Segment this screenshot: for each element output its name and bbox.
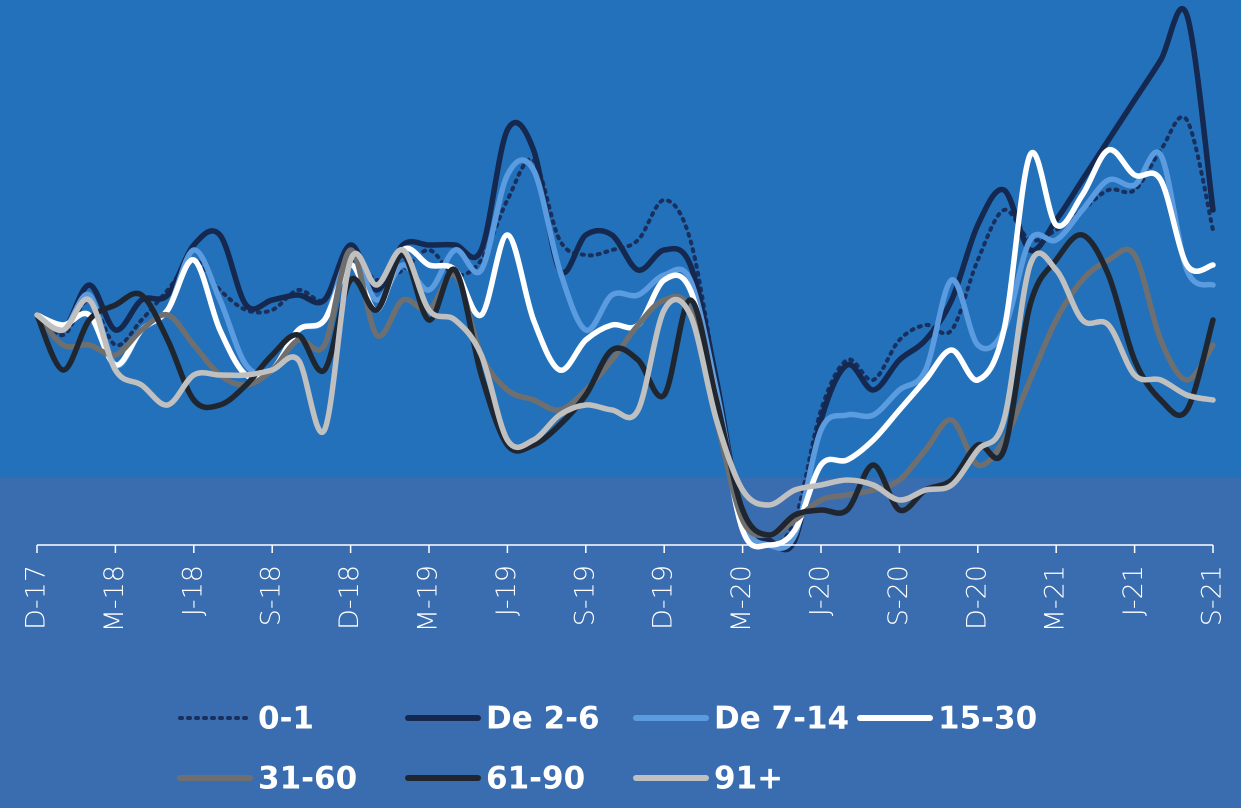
x-tick-label: J-18	[177, 565, 208, 616]
x-tick-label: M-19	[413, 565, 444, 632]
x-tick-label: M-20	[726, 565, 757, 632]
x-tick-label: D-18	[334, 565, 365, 630]
x-tick-label: D-19	[648, 565, 679, 630]
legend-label: 31-60	[258, 761, 357, 797]
legend-label: De 2-6	[486, 701, 600, 737]
series-line	[34, 247, 1216, 508]
x-tick-label: D-20	[961, 565, 992, 630]
series-line	[34, 149, 1216, 551]
x-tick-label: S-21	[1197, 565, 1228, 626]
lower-background	[0, 478, 1241, 808]
legend: 0-1 De 2-6 De 7-14 15-30 31-60 61-90 91+	[177, 701, 1037, 797]
legend-label: 0-1	[258, 701, 314, 737]
x-tick-label: J-21	[1118, 565, 1149, 616]
lines	[34, 5, 1216, 553]
x-tick-label: S-20	[883, 565, 914, 626]
legend-label: 61-90	[486, 761, 585, 797]
x-tick-label: J-20	[805, 565, 836, 616]
x-tick-label: S-19	[569, 565, 600, 626]
series-line	[34, 232, 1216, 538]
plot-background	[0, 0, 1241, 478]
x-tick-label: S-18	[256, 565, 287, 626]
legend-label: De 7-14	[714, 701, 849, 737]
x-tick-label: M-21	[1040, 565, 1071, 632]
legend-label: 91+	[714, 761, 783, 797]
legend-label: 15-30	[938, 701, 1037, 737]
x-tick-label: J-19	[491, 565, 522, 616]
x-tick-label: M-18	[99, 565, 130, 632]
x-axis: D-17 M-18 J-18 S-18 D-18 M-19 J-19 S-19 D-19 M-20…	[21, 544, 1228, 632]
x-tick-label: D-17	[21, 565, 52, 630]
